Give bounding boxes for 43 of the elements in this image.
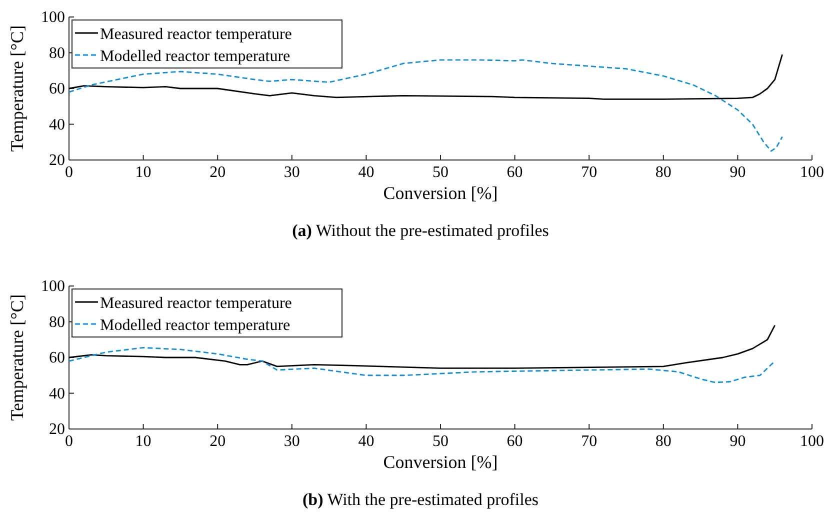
y-tick-label: 20	[49, 421, 65, 438]
x-tick-label: 40	[358, 164, 374, 181]
text: (b) With the pre-estimated profiles	[302, 490, 538, 509]
y-axis-title: Temperature [°C]	[7, 294, 27, 421]
x-tick-label: 30	[284, 433, 300, 450]
x-tick-label: 70	[581, 433, 598, 450]
x-tick-label: 50	[432, 164, 448, 181]
legend-label: Modelled reactor temperature	[100, 317, 290, 334]
y-axis-title: Temperature [°C]	[7, 25, 27, 152]
x-tick-label: 100	[800, 433, 824, 450]
text: (a) Without the pre-estimated profiles	[292, 221, 549, 240]
x-tick-label: 0	[65, 433, 73, 450]
y-tick-label: 80	[49, 314, 65, 331]
x-tick-label: 20	[210, 433, 226, 450]
x-tick-label: 0	[65, 164, 73, 181]
x-axis-title: Conversion [%]	[383, 183, 498, 203]
x-tick-label: 60	[506, 433, 523, 450]
line-series	[68, 346, 776, 384]
x-tick-label: 40	[358, 433, 374, 450]
x-tick-label: 90	[730, 433, 746, 450]
x-tick-label: 80	[655, 433, 672, 450]
x-tick-label: 30	[284, 164, 300, 181]
y-tick-label: 100	[41, 9, 65, 26]
x-tick-label: 50	[432, 433, 448, 450]
x-tick-label: 60	[506, 164, 523, 181]
x-axis-title: Conversion [%]	[383, 452, 498, 472]
legend-label: Modelled reactor temperature	[100, 48, 290, 65]
y-tick-label: 80	[49, 44, 65, 62]
y-tick-label: 20	[49, 152, 65, 169]
y-tick-label: 60	[49, 80, 65, 98]
y-tick-label: 40	[49, 116, 65, 134]
y-tick-label: 60	[49, 350, 65, 366]
x-tick-label: 10	[135, 433, 152, 450]
x-tick-label: 90	[730, 164, 746, 181]
x-tick-label: 10	[135, 164, 152, 181]
x-tick-label: 100	[800, 164, 824, 181]
x-tick-label: 80	[655, 164, 672, 181]
x-tick-label: 20	[210, 164, 226, 181]
y-tick-label: 40	[49, 385, 65, 402]
legend-label: Measured reactor temperature	[100, 295, 292, 312]
legend-label: Measured reactor temperature	[100, 26, 292, 43]
y-tick-label: 100	[41, 278, 65, 295]
x-tick-label: 70	[581, 164, 598, 181]
